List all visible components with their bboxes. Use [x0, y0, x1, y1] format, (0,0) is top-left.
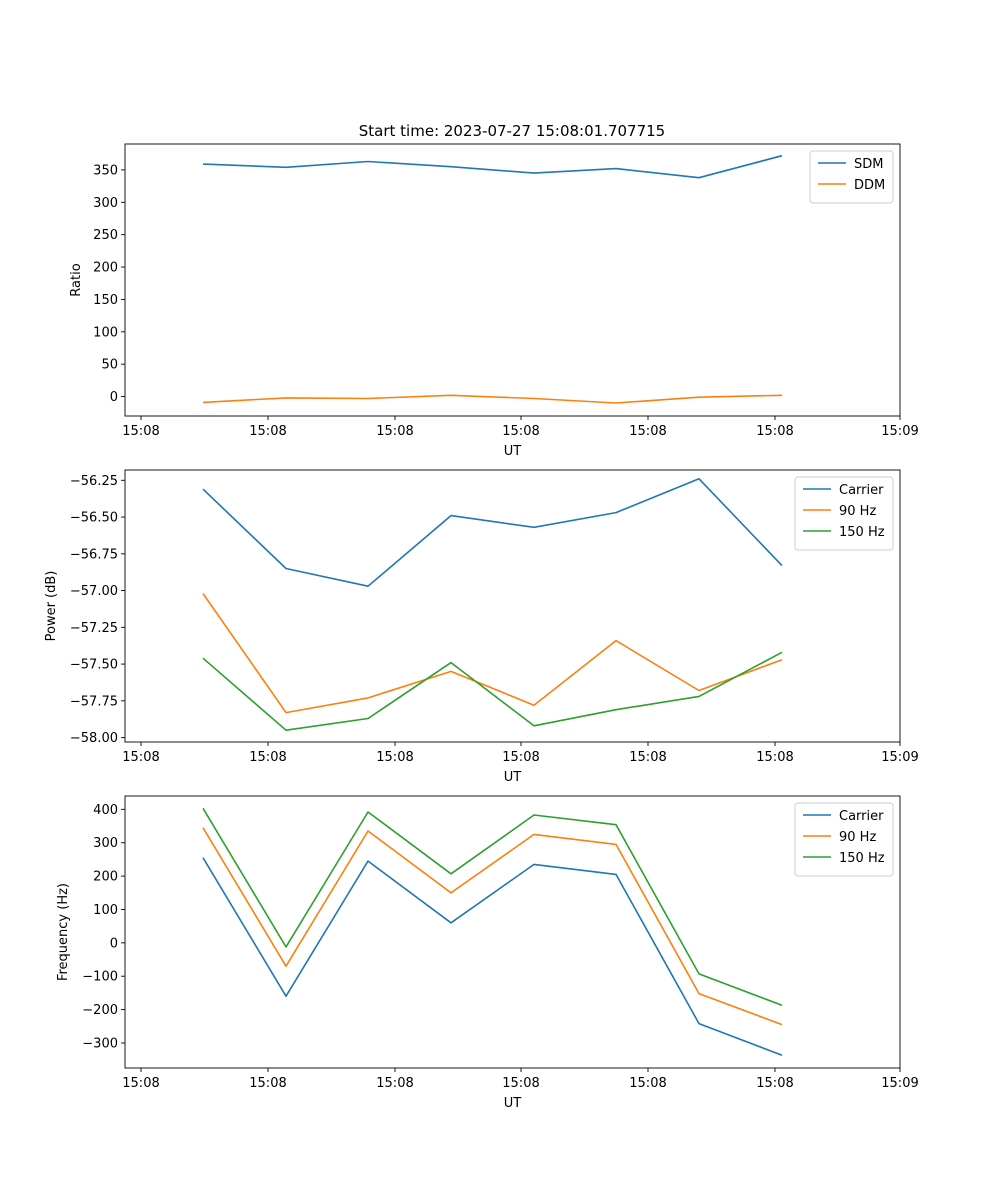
series-line-sdm [202, 154, 783, 179]
x-tick-label: 15:08 [249, 1076, 286, 1091]
y-tick-label: 100 [93, 325, 118, 340]
y-tick-label: −57.00 [70, 584, 118, 599]
y-tick-label: −56.75 [70, 547, 118, 562]
legend-label: SDM [854, 157, 883, 172]
x-tick-label: 15:08 [502, 1076, 539, 1091]
panel-2: 15:08 15:08 15:08 15:08 15:08 15:08 15:09 −58.0… [44, 469, 919, 785]
x-tick-label: 15:08 [249, 424, 286, 439]
panels: 15:08 15:08 15:08 15:08 15:08 15:08 15:09 0 50 10… [44, 143, 919, 1111]
x-tick-label: 15:08 [756, 1076, 793, 1091]
x-tick-label: 15:08 [502, 750, 539, 765]
x-tick-label: 15:08 [122, 424, 159, 439]
y-tick-label: 300 [93, 196, 118, 211]
y-axis-label: Power (dB) [44, 571, 59, 642]
x-tick-label: 15:09 [881, 424, 918, 439]
y-tick-label: 50 [101, 358, 118, 373]
legend-label: 150 Hz [839, 525, 885, 540]
x-tick-label: 15:08 [376, 424, 413, 439]
axes-frame [124, 795, 901, 1069]
figure-title: Start time: 2023-07-27 15:08:01.707715 [359, 122, 665, 140]
y-tick-label: −300 [82, 1036, 118, 1051]
series-line-150-hz [202, 651, 783, 732]
x-tick-label: 15:08 [122, 750, 159, 765]
y-tick-label: −56.50 [70, 511, 118, 526]
x-tick-label: 15:08 [756, 424, 793, 439]
legend-label: Carrier [839, 483, 884, 498]
x-tick-label: 15:08 [756, 750, 793, 765]
y-tick-label: 150 [93, 293, 118, 308]
y-tick-label: 100 [93, 903, 118, 918]
x-tick-label: 15:08 [249, 750, 286, 765]
legend: Carrier 90 Hz 150 Hz [794, 476, 894, 551]
y-axis-label: Ratio [69, 263, 84, 296]
y-tick-label: −57.50 [70, 658, 118, 673]
series-line-ddm [202, 394, 783, 404]
y-tick-label: −57.25 [70, 621, 118, 636]
x-axis-label: UT [504, 444, 522, 459]
x-tick-label: 15:08 [629, 1076, 666, 1091]
legend: SDM DDM [809, 150, 894, 204]
axes-frame [124, 469, 901, 743]
x-tick-label: 15:08 [502, 424, 539, 439]
legend-label: 90 Hz [839, 830, 876, 845]
y-tick-label: 350 [93, 163, 118, 178]
y-tick-label: 0 [110, 936, 118, 951]
x-tick-label: 15:08 [122, 1076, 159, 1091]
y-tick-label: −100 [82, 970, 118, 985]
x-tick-label: 15:08 [629, 750, 666, 765]
panel-3: 15:08 15:08 15:08 15:08 15:08 15:08 15:09 −300 −… [56, 795, 919, 1111]
legend-label: DDM [854, 178, 885, 193]
legend-label: Carrier [839, 809, 884, 824]
legend-box [809, 150, 894, 204]
x-tick-label: 15:09 [881, 1076, 918, 1091]
x-axis-label: UT [504, 770, 522, 785]
series-line-90-hz [202, 593, 783, 714]
series-line-150-hz [202, 807, 783, 1007]
legend: Carrier 90 Hz 150 Hz [794, 802, 894, 877]
y-tick-label: 200 [93, 870, 118, 885]
x-tick-label: 15:08 [376, 1076, 413, 1091]
series-line-90-hz [202, 827, 783, 1026]
y-tick-label: −57.75 [70, 694, 118, 709]
x-tick-label: 15:09 [881, 750, 918, 765]
series-line-carrier [202, 857, 783, 1057]
y-tick-label: 300 [93, 836, 118, 851]
y-tick-label: −58.00 [70, 731, 118, 746]
x-tick-label: 15:08 [629, 424, 666, 439]
y-tick-label: −200 [82, 1003, 118, 1018]
axes-frame [124, 143, 901, 417]
y-axis-label: Frequency (Hz) [56, 883, 71, 981]
y-tick-label: 400 [93, 803, 118, 818]
x-axis-label: UT [504, 1096, 522, 1111]
y-tick-label: 200 [93, 261, 118, 276]
series-line-carrier [202, 477, 783, 588]
y-tick-label: −56.25 [70, 474, 118, 489]
y-tick-label: 250 [93, 228, 118, 243]
y-tick-label: 0 [110, 390, 118, 405]
legend-label: 150 Hz [839, 851, 885, 866]
legend-label: 90 Hz [839, 504, 876, 519]
x-tick-label: 15:08 [376, 750, 413, 765]
panel-1: 15:08 15:08 15:08 15:08 15:08 15:08 15:09 0 50 10… [69, 143, 919, 459]
